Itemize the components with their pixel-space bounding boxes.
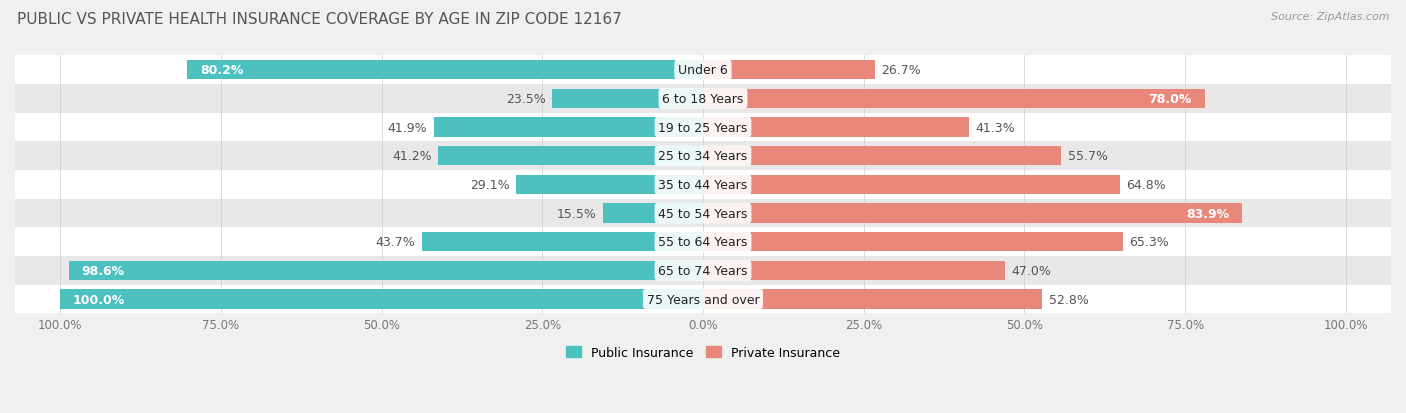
Text: 45 to 54 Years: 45 to 54 Years [658, 207, 748, 220]
Text: 65 to 74 Years: 65 to 74 Years [658, 264, 748, 277]
Bar [422, 233, 703, 252]
Text: 19 to 25 Years: 19 to 25 Years [658, 121, 748, 134]
Bar [15, 114, 1391, 142]
Text: 25 to 34 Years: 25 to 34 Years [658, 150, 748, 163]
Text: PUBLIC VS PRIVATE HEALTH INSURANCE COVERAGE BY AGE IN ZIP CODE 12167: PUBLIC VS PRIVATE HEALTH INSURANCE COVER… [17, 12, 621, 27]
Text: 41.3%: 41.3% [974, 121, 1015, 134]
Text: 43.7%: 43.7% [375, 236, 416, 249]
Bar [516, 175, 703, 195]
Bar [703, 261, 1005, 280]
Text: 100.0%: 100.0% [73, 293, 125, 306]
Bar [703, 233, 1123, 252]
Text: 15.5%: 15.5% [557, 207, 598, 220]
Bar [15, 142, 1391, 171]
Bar [703, 118, 969, 138]
Text: Source: ZipAtlas.com: Source: ZipAtlas.com [1271, 12, 1389, 22]
Bar [703, 204, 1243, 223]
Bar [15, 228, 1391, 256]
Text: 75 Years and over: 75 Years and over [647, 293, 759, 306]
Text: 26.7%: 26.7% [882, 64, 921, 77]
Text: Under 6: Under 6 [678, 64, 728, 77]
Bar [439, 147, 703, 166]
Text: 41.2%: 41.2% [392, 150, 432, 163]
Legend: Public Insurance, Private Insurance: Public Insurance, Private Insurance [561, 341, 845, 364]
Bar [433, 118, 703, 138]
Bar [703, 90, 1205, 109]
Text: 65.3%: 65.3% [1129, 236, 1168, 249]
Text: 52.8%: 52.8% [1049, 293, 1088, 306]
Text: 29.1%: 29.1% [470, 178, 509, 192]
Bar [703, 61, 875, 80]
Bar [60, 290, 703, 309]
Text: 6 to 18 Years: 6 to 18 Years [662, 93, 744, 106]
Bar [15, 85, 1391, 114]
Bar [553, 90, 703, 109]
Bar [603, 204, 703, 223]
Bar [703, 147, 1062, 166]
Text: 55 to 64 Years: 55 to 64 Years [658, 236, 748, 249]
Text: 41.9%: 41.9% [388, 121, 427, 134]
Bar [187, 61, 703, 80]
Text: 55.7%: 55.7% [1067, 150, 1108, 163]
Bar [15, 56, 1391, 85]
Text: 78.0%: 78.0% [1149, 93, 1192, 106]
Text: 64.8%: 64.8% [1126, 178, 1166, 192]
Text: 35 to 44 Years: 35 to 44 Years [658, 178, 748, 192]
Text: 47.0%: 47.0% [1012, 264, 1052, 277]
Bar [15, 285, 1391, 313]
Bar [69, 261, 703, 280]
Text: 80.2%: 80.2% [200, 64, 243, 77]
Bar [703, 290, 1042, 309]
Bar [703, 175, 1119, 195]
Text: 83.9%: 83.9% [1187, 207, 1230, 220]
Text: 23.5%: 23.5% [506, 93, 546, 106]
Bar [15, 256, 1391, 285]
Bar [15, 171, 1391, 199]
Text: 98.6%: 98.6% [82, 264, 125, 277]
Bar [15, 199, 1391, 228]
